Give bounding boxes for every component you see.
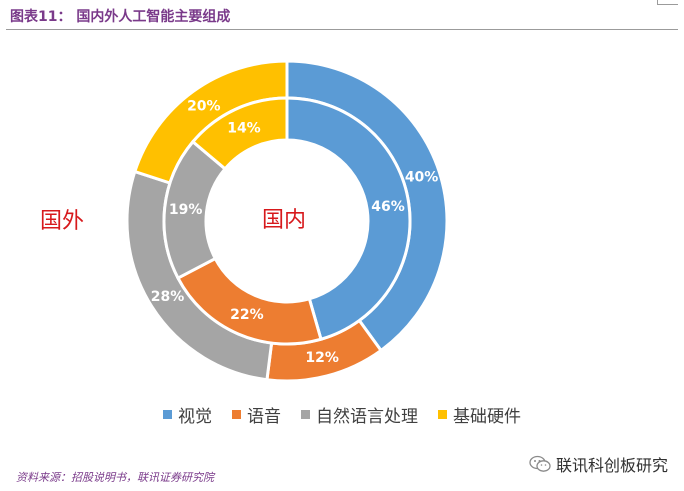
outer-slice-label-0: 40% [405,169,439,185]
watermark-text: 联讯科创板研究 [555,456,668,475]
inner-slice-label-0: 46% [371,199,405,215]
inner-slice-3 [190,96,289,171]
legend-item-nlp: 自然语言处理 [301,402,418,427]
legend-label: 视觉 [178,407,212,427]
legend-swatch [232,410,241,419]
outer-slice-label-1: 12% [305,350,339,366]
inner-ring [162,96,412,346]
legend-item-hardware: 基础硬件 [438,402,521,427]
wechat-icon [529,455,551,472]
legend-label: 基础硬件 [453,407,521,427]
legend-item-vision: 视觉 [163,402,212,427]
outer-slice-label-3: 20% [187,99,221,115]
inner-slice-label-2: 19% [169,202,203,218]
outer-slice-label-2: 28% [151,289,185,305]
watermark: 联讯科创板研究 [529,452,668,476]
legend-swatch [163,410,172,419]
legend-item-speech: 语音 [232,402,281,427]
outer-ring-name: 国外 [40,209,85,234]
legend-label: 语音 [247,407,281,427]
legend-swatch [438,410,447,419]
donut-chart: 40% 12% 28% 20% 46% 22% 19% 14% [125,59,449,383]
inner-slice-0 [285,96,412,342]
title-bar: 图表11： 国内外人工智能主要组成 [6,3,678,30]
inner-slice-label-3: 14% [227,121,261,137]
slice-labels: 40% 12% 28% 20% 46% 22% 19% 14% [151,99,439,367]
legend-swatch [301,410,310,419]
legend-label: 自然语言处理 [316,407,418,427]
corner-decoration [657,0,678,5]
inner-ring-name: 国内 [262,208,307,233]
legend: 视觉 语音 自然语言处理 基础硬件 [0,402,684,427]
source-note: 资料来源：招股说明书，联讯证券研究院 [16,471,214,484]
inner-slice-label-1: 22% [230,307,264,323]
chart-title: 图表11： 国内外人工智能主要组成 [10,9,231,25]
